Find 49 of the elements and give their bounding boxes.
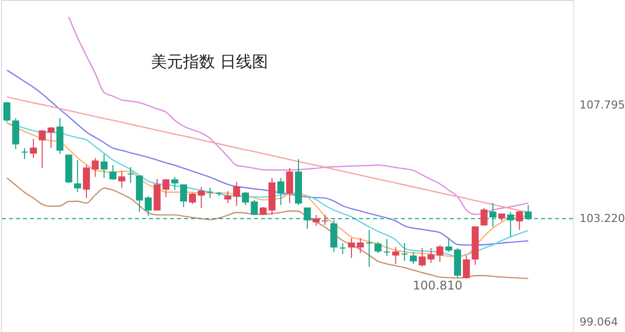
line-series <box>6 122 529 258</box>
candlestick <box>436 244 444 262</box>
candlestick <box>206 187 214 199</box>
candlestick <box>286 167 294 204</box>
candlestick <box>462 255 470 280</box>
candlestick <box>162 178 170 198</box>
candlestick <box>392 246 400 264</box>
candlestick <box>312 214 320 226</box>
candlestick <box>171 176 178 191</box>
candlestick <box>321 214 328 226</box>
text: 美元指数 日线图 <box>151 52 268 71</box>
candlestick <box>100 154 108 178</box>
line-series <box>6 69 529 246</box>
candlestick <box>188 192 196 205</box>
candlestick <box>516 210 523 230</box>
candlestick <box>480 207 488 226</box>
candlestick <box>356 238 364 254</box>
y-tick-label: 99.064 <box>580 315 618 328</box>
candlestick <box>30 138 37 159</box>
line-series <box>6 177 529 280</box>
candlestick <box>418 248 426 268</box>
candlestick <box>401 242 408 262</box>
candlestick <box>366 229 373 268</box>
candlestick <box>56 118 64 155</box>
candlestick <box>277 177 284 206</box>
y-tick-label: 107.795 <box>580 98 625 112</box>
candlestick <box>445 238 452 252</box>
candlestick <box>383 238 390 256</box>
candlestick <box>428 248 435 264</box>
candlestick <box>348 238 356 258</box>
candlestick <box>48 126 55 149</box>
candlestick <box>3 101 10 123</box>
candlestick <box>12 118 20 150</box>
candlestick <box>250 200 258 216</box>
candlestick <box>180 184 188 208</box>
candlestick <box>74 160 82 193</box>
annotation: 100.810 <box>412 278 462 293</box>
candlestick <box>198 186 205 208</box>
y-tick-label: 103.220 <box>580 212 625 226</box>
candlestick <box>118 170 126 188</box>
candlestick <box>127 166 134 184</box>
candlestick <box>21 148 28 160</box>
candlestick <box>242 192 249 206</box>
candlestick <box>339 242 346 254</box>
candlestick <box>38 129 46 168</box>
candlestick <box>374 242 382 254</box>
candlestick <box>109 164 116 180</box>
candlestick <box>410 251 417 264</box>
candlestick <box>144 196 152 216</box>
